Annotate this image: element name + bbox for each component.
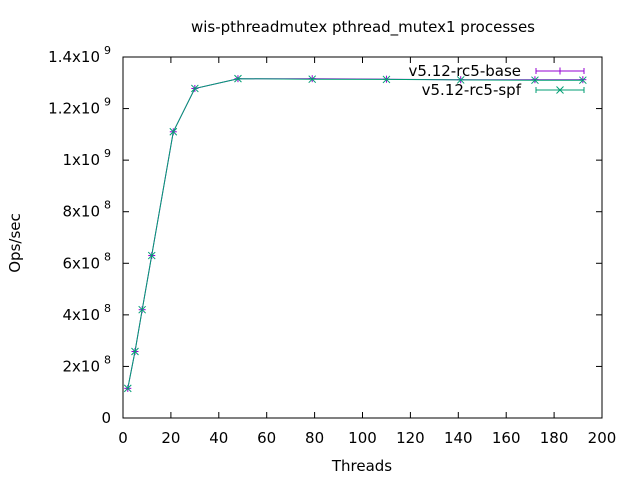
x-tick-label: 100 — [348, 429, 377, 447]
legend-label: v5.12-rc5-base — [409, 62, 522, 80]
marker-stroke — [169, 127, 178, 136]
y-tick-label: 1.2x10 9 — [48, 96, 111, 118]
marker-stroke — [131, 347, 139, 356]
y-tick-exponent: 8 — [104, 353, 111, 366]
marker-stroke — [190, 84, 199, 93]
x-axis-title: Threads — [331, 457, 392, 475]
y-tick-base: 1x10 — [62, 151, 100, 169]
y-tick-label: 4x10 8 — [62, 302, 111, 324]
y-tick-exponent: 8 — [104, 302, 111, 315]
y-tick-base: 1.2x10 — [48, 100, 100, 118]
plot-frame — [122, 56, 603, 419]
marker-stroke — [123, 384, 132, 393]
data-point-1 — [147, 251, 156, 260]
y-tick-label: 0 — [101, 409, 111, 427]
y-tick-label: 2x10 8 — [62, 353, 111, 375]
x-tick-label: 0 — [118, 429, 128, 447]
marker-stroke — [578, 76, 587, 85]
x-tick-label: 20 — [161, 429, 180, 447]
y-tick-exponent: 8 — [104, 199, 111, 212]
y-tick-base: 4x10 — [62, 306, 100, 324]
x-tick-label: 120 — [396, 429, 425, 447]
x-tick-label: 200 — [588, 429, 617, 447]
data-point-1 — [234, 74, 242, 83]
y-tick-base: 0 — [101, 409, 111, 427]
x-tick-label: 40 — [209, 429, 228, 447]
chart-title: wis-pthreadmutex pthread_mutex1 processe… — [191, 18, 535, 37]
y-tick-label: 1x10 9 — [62, 147, 111, 169]
marker-stroke — [138, 305, 147, 314]
x-tick-label: 180 — [540, 429, 569, 447]
legend-label: v5.12-rc5-spf — [422, 81, 522, 99]
marker-stroke — [234, 74, 242, 83]
marker-stroke — [382, 75, 391, 84]
data-point-1 — [382, 75, 391, 84]
data-point-1 — [169, 127, 178, 136]
y-tick-exponent: 9 — [104, 96, 111, 109]
series-line-1 — [127, 78, 583, 389]
data-point-1 — [190, 84, 199, 93]
y-axis-title: Ops/sec — [6, 213, 24, 273]
y-tick-exponent: 8 — [104, 250, 111, 263]
legend-marker — [556, 67, 564, 75]
data-point-1 — [531, 76, 539, 85]
y-tick-exponent: 9 — [104, 147, 111, 160]
y-tick-base: 8x10 — [62, 203, 100, 221]
y-tick-base: 2x10 — [62, 357, 100, 375]
data-point-1 — [578, 76, 587, 85]
y-tick-label: 6x10 8 — [62, 250, 111, 272]
series-layer — [123, 74, 587, 393]
data-point-1 — [123, 384, 132, 393]
legend-marker — [556, 86, 564, 94]
marker-stroke — [531, 76, 539, 85]
x-tick-label: 160 — [492, 429, 521, 447]
marker-stroke — [147, 251, 156, 260]
x-tick-label: 60 — [257, 429, 276, 447]
data-point-1 — [308, 75, 317, 84]
x-tick-label: 140 — [444, 429, 473, 447]
y-tick-base: 1.4x10 — [48, 48, 100, 66]
marker-stroke — [556, 86, 564, 94]
x-tick-label: 80 — [305, 429, 324, 447]
data-point-1 — [131, 347, 139, 356]
marker-stroke — [308, 75, 317, 84]
data-point-1 — [138, 305, 147, 314]
y-tick-label: 8x10 8 — [62, 199, 111, 221]
data-point-1 — [456, 76, 465, 84]
y-tick-label: 1.4x10 9 — [48, 44, 111, 66]
marker-stroke — [456, 76, 465, 84]
y-tick-exponent: 9 — [104, 44, 111, 57]
y-tick-base: 6x10 — [62, 254, 100, 272]
